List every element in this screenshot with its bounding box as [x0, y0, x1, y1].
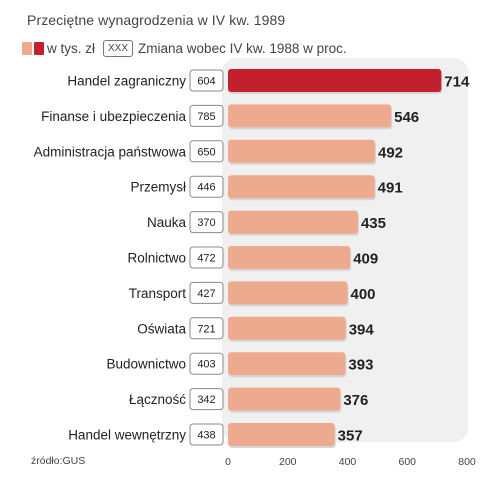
change-box: [189, 104, 224, 127]
change-box: [189, 388, 224, 411]
value-label: 409: [353, 251, 378, 268]
bar: [228, 387, 341, 411]
category-label: Administracja państwowa: [34, 144, 187, 159]
x-tick-label: 600: [398, 456, 416, 468]
category-label: Handel wewnętrzny: [68, 428, 186, 443]
change-value: 403: [197, 359, 215, 371]
change-box: [189, 317, 224, 340]
value-label: 400: [351, 286, 376, 303]
category-label: Budownictwo: [106, 357, 186, 372]
category-label: Finanse i ubezpieczenia: [41, 109, 186, 124]
legend-swatch-dark: [34, 41, 44, 55]
chart-title: Przeciętne wynagrodzenia w IV kw. 1989: [27, 12, 286, 28]
bar: [228, 104, 392, 128]
category-label: Łączność: [129, 392, 186, 407]
bar: [228, 246, 351, 269]
change-box: [189, 281, 224, 304]
x-tick-label: 200: [279, 456, 297, 468]
legend-unit-label: w tys. zł: [47, 40, 96, 56]
change-value: 604: [197, 76, 215, 88]
x-tick-label: 400: [339, 456, 357, 468]
bar: [228, 316, 346, 340]
change-box: [189, 175, 224, 198]
change-box: [189, 246, 224, 269]
category-label: Oświata: [137, 321, 186, 336]
change-value: 427: [197, 288, 215, 300]
category-label: Handel zagraniczny: [67, 74, 186, 89]
change-box: [189, 352, 224, 375]
bar: [228, 352, 346, 376]
change-value: 438: [197, 430, 215, 442]
x-tick-label: 0: [225, 456, 231, 468]
bar: [228, 281, 348, 305]
change-value: 650: [197, 146, 215, 158]
bar: [228, 139, 375, 163]
bar: [228, 210, 358, 234]
change-value: 342: [197, 394, 215, 406]
legend-change-label: Zmiana wobec IV kw. 1988 w proc.: [138, 40, 347, 56]
change-value: 446: [197, 182, 215, 194]
legend-swatch-light: [22, 41, 32, 55]
value-label: 491: [378, 180, 403, 197]
change-value: 785: [197, 111, 215, 123]
change-value: 472: [197, 253, 215, 265]
value-label: 546: [394, 109, 419, 126]
change-box: [189, 211, 224, 234]
change-value: 721: [197, 323, 215, 335]
x-tick-label: 800: [458, 456, 476, 468]
value-label: 394: [349, 321, 375, 338]
value-label: 435: [361, 215, 386, 232]
category-label: Nauka: [147, 215, 187, 230]
bar: [228, 175, 375, 199]
change-box: [189, 140, 224, 163]
change-box: [189, 423, 224, 446]
bar: [228, 423, 335, 446]
category-label: Transport: [129, 286, 187, 301]
source-note: źródło:GUS: [31, 455, 86, 467]
change-box: [189, 69, 224, 92]
value-label: 357: [338, 428, 363, 445]
value-label: 714: [444, 74, 470, 91]
category-label: Przemysł: [130, 180, 186, 195]
category-label: Rolnictwo: [127, 251, 186, 266]
value-label: 492: [378, 144, 403, 161]
change-value: 370: [197, 217, 215, 229]
legend-change-box: XXX: [103, 39, 134, 57]
bar: [228, 69, 442, 92]
value-label: 376: [343, 392, 368, 409]
legend: w tys. zł XXX Zmiana wobec IV kw. 1988 w…: [22, 39, 347, 57]
value-label: 393: [348, 357, 373, 374]
